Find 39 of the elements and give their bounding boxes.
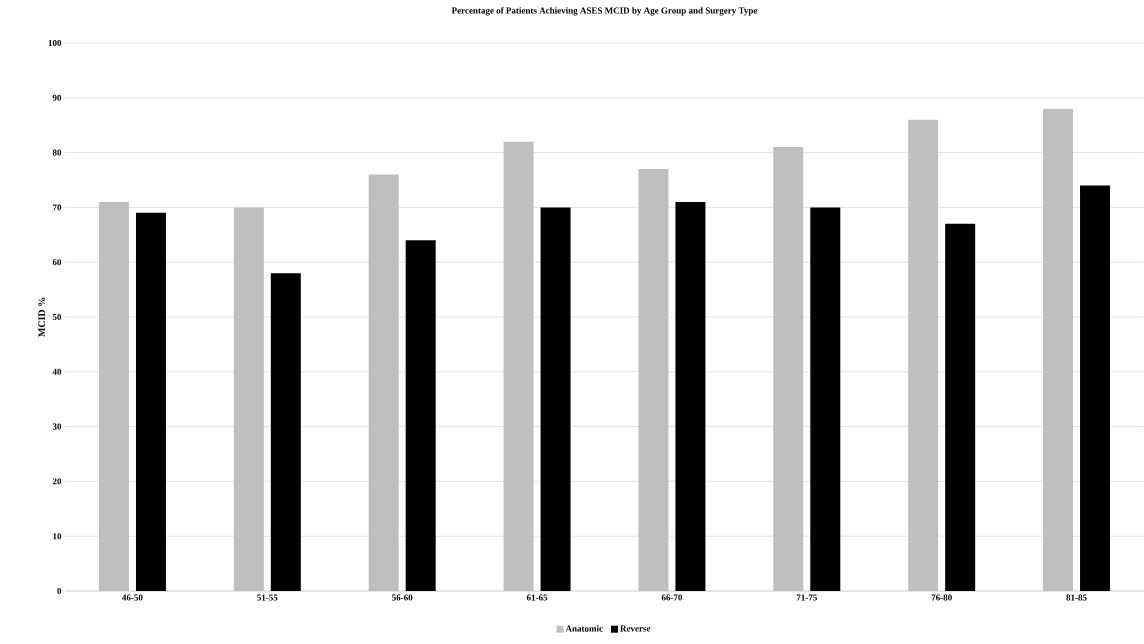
bar: [638, 169, 669, 591]
y-tick-label: 0: [57, 587, 62, 595]
x-tick-label: 71-75: [796, 594, 817, 601]
y-tick-label: 100: [48, 39, 62, 47]
bar: [945, 223, 976, 591]
bar: [135, 212, 166, 591]
bar: [233, 207, 264, 591]
bar: [503, 141, 534, 591]
x-tick-label: 66-70: [661, 594, 683, 601]
legend-label: Anatomic: [565, 625, 603, 632]
bar: [1043, 108, 1074, 591]
y-axis-title: MCID %: [38, 297, 46, 337]
bar: [675, 201, 706, 591]
x-tick-label: 81-85: [1066, 594, 1087, 601]
chart-title: Percentage of Patients Achieving ASES MCID by Age Group and Surgery Type: [451, 7, 758, 16]
bar: [540, 207, 571, 591]
y-tick-label: 40: [52, 368, 62, 375]
y-tick-label: 80: [52, 149, 62, 156]
legend-label: Reverse: [620, 625, 651, 632]
y-tick-label: 10: [53, 533, 62, 540]
bar: [810, 207, 841, 591]
y-tick-label: 50: [52, 313, 62, 321]
x-tick-label: 46-50: [122, 594, 143, 601]
bar: [270, 273, 301, 591]
x-tick-label: 61-65: [526, 594, 548, 601]
x-tick-label: 51-55: [257, 594, 278, 601]
y-tick-label: 90: [52, 94, 62, 101]
bar: [405, 240, 436, 591]
x-tick-label: 76-80: [931, 594, 952, 601]
bar: [368, 174, 399, 591]
y-tick-label: 70: [52, 204, 62, 211]
y-tick-label: 20: [52, 478, 62, 485]
x-tick-label: 56-60: [392, 594, 413, 601]
bar: [773, 147, 804, 591]
bar: [908, 119, 939, 591]
y-tick-label: 30: [52, 423, 62, 430]
y-tick-label: 60: [52, 259, 62, 266]
bar: [1080, 185, 1111, 591]
bar: [98, 201, 129, 591]
